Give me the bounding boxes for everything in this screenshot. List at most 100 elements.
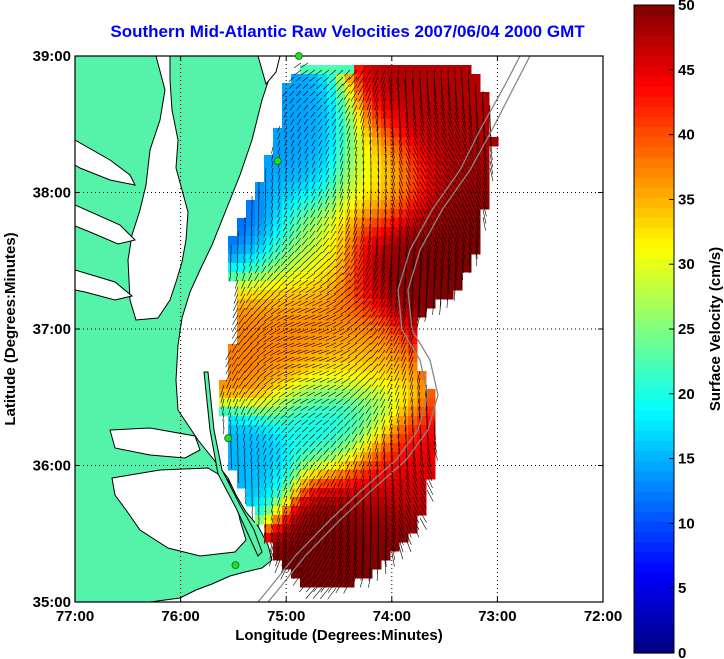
velocity-vector xyxy=(297,328,309,334)
velocity-cell xyxy=(237,380,247,390)
velocity-cell xyxy=(309,533,319,543)
velocity-vector xyxy=(338,524,344,539)
velocity-cell xyxy=(318,101,328,111)
velocity-cell xyxy=(372,479,382,489)
velocity-vector xyxy=(289,216,295,225)
velocity-cell xyxy=(327,353,337,363)
velocity-vector xyxy=(347,356,358,364)
velocity-cell xyxy=(282,290,292,300)
velocity-cell xyxy=(354,425,364,435)
velocity-vector xyxy=(329,76,337,84)
velocity-vector xyxy=(250,349,260,359)
velocity-cell xyxy=(408,434,418,444)
velocity-vector xyxy=(270,202,274,210)
velocity-vector xyxy=(461,111,466,126)
velocity-vector xyxy=(482,160,488,175)
velocity-cell xyxy=(336,128,346,138)
velocity-cell xyxy=(408,398,418,408)
velocity-vector xyxy=(285,391,295,398)
velocity-cell xyxy=(354,398,364,408)
velocity-cell xyxy=(246,236,256,246)
velocity-vector xyxy=(405,517,412,531)
velocity-cell xyxy=(300,128,310,138)
velocity-vector xyxy=(267,265,274,274)
velocity-vector xyxy=(313,573,323,586)
velocity-vector xyxy=(292,391,302,397)
velocity-cell xyxy=(291,380,301,390)
velocity-cell xyxy=(237,470,247,480)
velocity-cell xyxy=(363,470,373,480)
velocity-vector xyxy=(245,391,253,402)
velocity-vector xyxy=(297,146,302,154)
velocity-cell xyxy=(255,326,265,336)
velocity-cell xyxy=(246,209,256,219)
velocity-vector xyxy=(433,181,442,194)
velocity-cell xyxy=(345,371,355,381)
velocity-cell xyxy=(354,389,364,399)
velocity-vector xyxy=(377,524,380,539)
velocity-cell xyxy=(372,506,382,516)
velocity-vector xyxy=(461,209,468,223)
velocity-vector xyxy=(360,230,365,243)
velocity-vector xyxy=(270,489,274,498)
velocity-vector xyxy=(264,300,274,309)
velocity-vector xyxy=(346,531,351,546)
velocity-cell xyxy=(408,317,418,327)
velocity-vector xyxy=(237,335,246,346)
velocity-vector xyxy=(419,90,423,105)
velocity-cell xyxy=(399,524,409,534)
velocity-vector xyxy=(384,531,388,546)
velocity-vector xyxy=(391,195,395,208)
colorbar-swatch xyxy=(634,572,674,583)
velocity-cell xyxy=(336,83,346,93)
velocity-vector xyxy=(263,342,274,350)
velocity-cell xyxy=(399,119,409,129)
velocity-vector xyxy=(363,363,372,372)
velocity-cell xyxy=(291,182,301,192)
velocity-vector xyxy=(412,153,419,166)
velocity-vector xyxy=(288,433,295,440)
velocity-vector xyxy=(340,167,344,177)
velocity-vector xyxy=(447,132,455,146)
velocity-vector xyxy=(311,139,316,147)
velocity-vector xyxy=(318,342,330,348)
velocity-vector xyxy=(410,384,414,396)
velocity-vector xyxy=(405,125,410,139)
velocity-vector xyxy=(270,328,281,336)
velocity-cell xyxy=(453,74,463,84)
velocity-vector xyxy=(344,440,351,449)
velocity-cell xyxy=(435,110,445,120)
velocity-cell xyxy=(291,326,301,336)
velocity-cell xyxy=(390,182,400,192)
velocity-cell xyxy=(282,407,292,417)
velocity-vector xyxy=(394,384,400,395)
velocity-vector xyxy=(294,538,302,552)
velocity-cell xyxy=(417,200,427,210)
velocity-vector xyxy=(398,181,403,193)
velocity-vector xyxy=(264,195,267,203)
velocity-cell xyxy=(390,380,400,390)
velocity-cell xyxy=(363,533,373,543)
velocity-vector xyxy=(362,328,372,338)
colorbar-swatch xyxy=(634,541,674,553)
velocity-vector xyxy=(277,139,281,147)
velocity-vector xyxy=(318,132,323,140)
velocity-vector xyxy=(403,279,407,294)
velocity-vector xyxy=(336,573,344,587)
velocity-vector xyxy=(297,139,302,147)
velocity-vector xyxy=(276,335,288,342)
velocity-vector xyxy=(440,202,448,215)
velocity-vector xyxy=(393,342,400,354)
velocity-vector xyxy=(454,230,460,245)
velocity-vector xyxy=(338,209,344,220)
velocity-vector xyxy=(377,517,380,532)
velocity-vector xyxy=(357,265,365,278)
velocity-vector xyxy=(461,244,466,259)
velocity-vector xyxy=(384,209,387,222)
colorbar-tick-label: 30 xyxy=(678,256,695,273)
velocity-cell xyxy=(390,461,400,471)
velocity-cell xyxy=(282,371,292,381)
velocity-vector xyxy=(258,489,260,498)
velocity-vector xyxy=(359,440,365,451)
velocity-cell xyxy=(273,173,283,183)
